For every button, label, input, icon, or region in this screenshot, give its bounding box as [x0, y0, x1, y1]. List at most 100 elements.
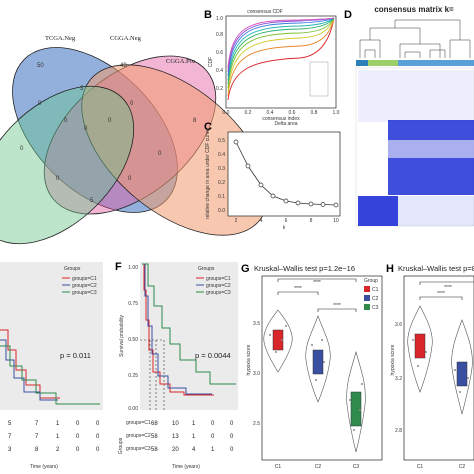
- venn-diagram: TCGA.Neg CGGA.Neg CGGA.Pos 50 49 8 3 0 0…: [0, 35, 269, 245]
- violin-g-xtick: C2: [315, 464, 322, 470]
- delta-xlabel: k: [283, 225, 286, 231]
- venn-count: 0: [128, 176, 132, 182]
- cdf-curve: [227, 17, 335, 69]
- violin-g-ytick: 3.5: [253, 321, 260, 327]
- km-left-risk-cell: 0: [96, 447, 100, 453]
- matrix-block: [358, 196, 398, 226]
- km-left-risk-cell: 0: [96, 434, 100, 440]
- km-right-risk-cell: 58: [151, 434, 158, 440]
- km-left-risk-table: 5 7 1 0 0 7 7 1 0 0 3 8 2 0 0: [8, 421, 100, 453]
- km-left-legend: groups=C3: [72, 290, 97, 296]
- km-right-ylabel: Survival probability: [119, 315, 125, 357]
- delta-xtick: 2: [235, 218, 238, 224]
- violin-h-box-c1: [414, 333, 426, 359]
- km-right-risk-cell: 4: [192, 447, 196, 453]
- delta-point: [333, 202, 339, 208]
- violin-g-legend-swatch: [364, 295, 370, 301]
- violin-g-legend-title: Group: [364, 278, 378, 284]
- venn-count: 0: [108, 118, 112, 124]
- matrix-cluster-bar: [398, 60, 474, 66]
- venn-set-cgga-pos: [81, 64, 269, 236]
- km-left-risk-cell: 1: [56, 421, 60, 427]
- km-left-pvalue: p = 0.011: [60, 351, 91, 360]
- violin-h-stars: ****: [437, 291, 445, 297]
- matrix-block: [358, 70, 474, 122]
- violin-g-xtick: C3: [353, 464, 360, 470]
- violin-h-ytick: 3.2: [395, 376, 402, 382]
- km-left-xlabel: Time (years): [30, 464, 58, 470]
- venn-count: 0: [56, 176, 60, 182]
- km-left-risk-cell: 0: [96, 421, 100, 427]
- km-right-risk-cell: 0: [211, 434, 215, 440]
- violin-g-bracket: [317, 308, 357, 312]
- cdf-ylabel: CDF: [208, 57, 214, 67]
- violin-g-plot: Kruskal–Wallis test p=1.2e−16 hypoxia sc…: [246, 264, 383, 470]
- matrix-title: consensus matrix k=: [374, 5, 454, 14]
- violin-h-ylabel: hypoxia score: [390, 344, 396, 375]
- cdf-ytick: 1.0: [216, 16, 223, 22]
- km-right-risk-cell: 10: [172, 421, 179, 427]
- km-right-risk-cell: 1: [192, 434, 196, 440]
- violin-h-title: Kruskal–Wallis test p=8.6: [398, 264, 474, 273]
- violin-h-xtick: C2: [459, 464, 466, 470]
- cdf-xtick: 0.4: [267, 110, 274, 116]
- km-left-risk-cell: 7: [8, 434, 12, 440]
- km-right-risk-cell: 0: [211, 421, 215, 427]
- km-right-risk-cell: 20: [172, 447, 179, 453]
- km-right-panel: [140, 262, 238, 410]
- violin-g-legend: C1: [372, 287, 379, 293]
- cdf-title: consensus CDF: [247, 9, 283, 15]
- delta-point: [295, 200, 301, 206]
- venn-label-cgga-pos: CGGA.Pos: [166, 58, 196, 65]
- km-left-risk-cell: 7: [35, 434, 39, 440]
- delta-xtick: 6: [285, 218, 288, 224]
- violin-g-box-c3: [350, 391, 362, 427]
- violin-h-ytick: 2.8: [395, 428, 402, 434]
- km-right-ytick: 0.50: [128, 337, 138, 343]
- venn-count: 0: [84, 126, 88, 132]
- delta-ytick: 0.0: [218, 208, 225, 214]
- venn-count: 3: [80, 86, 84, 92]
- km-left-legend: groups=C2: [72, 283, 97, 289]
- violin-h-stars: ****: [444, 285, 452, 291]
- km-left-risk-cell: 3: [8, 447, 12, 453]
- km-right-groups-title: Groups: [198, 266, 215, 272]
- cdf-curves: [227, 17, 335, 101]
- delta-point: [258, 182, 264, 188]
- violin-g-xtick: C1: [275, 464, 282, 470]
- delta-xtick: 4: [260, 218, 263, 224]
- violin-g-title: Kruskal–Wallis test p=1.2e−16: [254, 264, 355, 273]
- km-left-curve: [0, 345, 100, 405]
- km-left-plot: Groups groups=C1 groups=C2 groups=C3 p =…: [0, 262, 103, 470]
- cdf-ytick: 0.8: [216, 32, 223, 38]
- km-left-risk-cell: 5: [8, 421, 12, 427]
- km-right-ytick: 1.00: [128, 265, 138, 271]
- delta-xtick: 8: [310, 218, 313, 224]
- delta-points: [233, 139, 339, 208]
- venn-count: 49: [120, 63, 127, 69]
- delta-ytick: 0.3: [218, 166, 225, 172]
- km-left-curve: [0, 339, 58, 401]
- delta-ytick: 0.2: [218, 180, 225, 186]
- km-right-risk-title: Groups: [118, 437, 124, 454]
- km-right-legend: groups=C1: [206, 276, 231, 282]
- delta-xtick: 10: [333, 218, 339, 224]
- km-right-ytick: 0.00: [128, 406, 138, 412]
- venn-count: 0: [64, 118, 68, 124]
- violin-g-legend-swatch: [364, 304, 370, 310]
- km-right-risk-cell: 0: [230, 447, 234, 453]
- km-right-curve: [142, 263, 236, 385]
- delta-point: [283, 198, 289, 204]
- delta-ytick: 0.1: [218, 194, 225, 200]
- violin-h-bracket: [419, 296, 463, 300]
- delta-point: [308, 201, 314, 207]
- km-left-risk-cell: 8: [35, 447, 39, 453]
- cdf-curve: [227, 17, 335, 101]
- cdf-xtick: 0.2: [245, 110, 252, 116]
- cdf-xtick: 0.0: [223, 110, 230, 116]
- venn-count: 5: [90, 198, 94, 204]
- cdf-ytick: 0.2: [216, 86, 223, 92]
- km-right-ytick: 0.25: [128, 373, 138, 379]
- cdf-xlabel: consensus index: [262, 116, 300, 122]
- venn-count: 8: [193, 118, 197, 124]
